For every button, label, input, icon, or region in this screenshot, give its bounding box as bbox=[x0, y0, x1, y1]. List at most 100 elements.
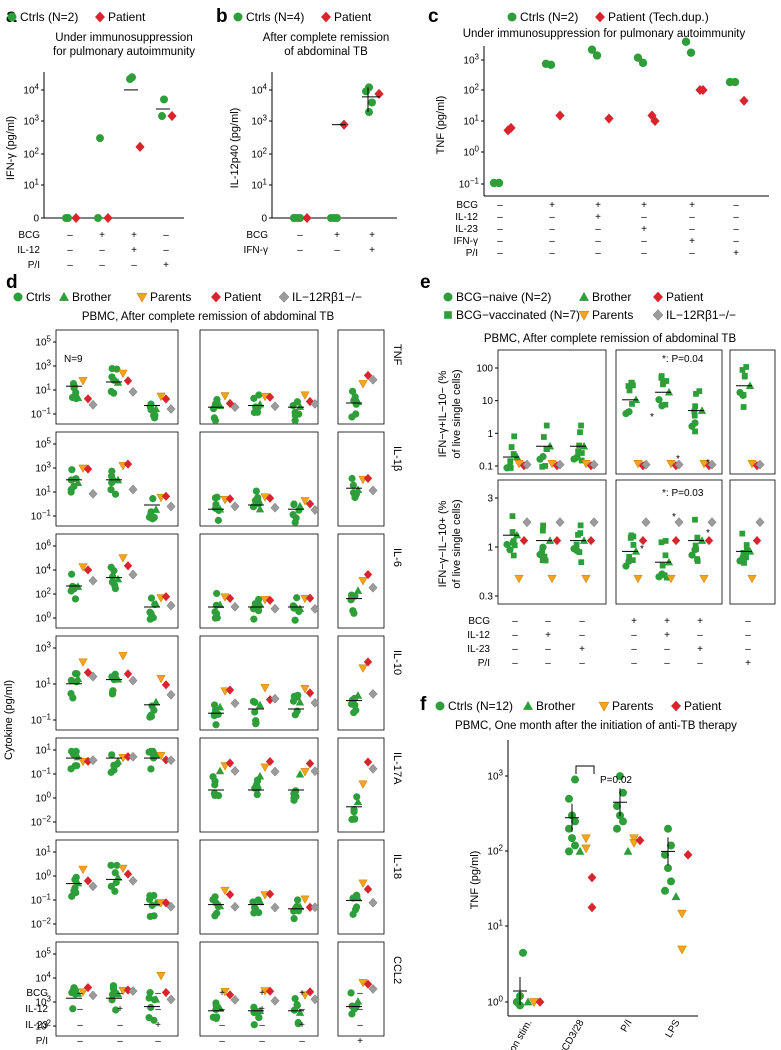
a-cond-name: P/I bbox=[28, 260, 40, 271]
ctrl-point bbox=[69, 1005, 77, 1013]
vaccinated-point bbox=[661, 572, 668, 579]
ctrl-point bbox=[254, 494, 262, 502]
d-cond-value: – bbox=[259, 1036, 265, 1047]
parents-point bbox=[747, 574, 757, 584]
d-cond-value: – bbox=[77, 1020, 83, 1031]
e-cond-name: IL-12 bbox=[467, 630, 490, 641]
c-cond-name: BCG bbox=[456, 200, 478, 211]
ctrl-point bbox=[69, 694, 77, 702]
brother-point bbox=[113, 675, 123, 683]
il12-point bbox=[230, 994, 240, 1005]
parents-point bbox=[300, 895, 310, 904]
brother-point bbox=[151, 697, 161, 706]
d-cond-value: – bbox=[155, 988, 161, 999]
patient-point bbox=[265, 392, 275, 402]
e-cond-value: + bbox=[545, 630, 551, 641]
facet-frame bbox=[615, 349, 723, 475]
y-tick-label: 105 bbox=[35, 335, 51, 349]
y-tick-label: 100 bbox=[35, 869, 51, 883]
d-cond-name: IL-23 bbox=[25, 1020, 48, 1031]
d-cond-value: – bbox=[219, 1004, 225, 1015]
ctrl-point bbox=[110, 766, 118, 774]
legend-e-entry: Brother bbox=[592, 290, 631, 304]
e-cond-value: – bbox=[664, 644, 670, 655]
patient-point bbox=[604, 113, 614, 124]
ctrl-point bbox=[291, 603, 299, 612]
ctrl-point bbox=[109, 572, 117, 581]
significance-annotation-e: *: P=0.03 bbox=[662, 488, 704, 499]
ctrl-point bbox=[661, 886, 669, 895]
legend-e-marker bbox=[653, 291, 663, 303]
brother-point bbox=[631, 547, 641, 555]
brother-point bbox=[745, 381, 755, 389]
parents-point bbox=[666, 574, 676, 584]
y-tick-label: 101 bbox=[35, 845, 51, 859]
parents-point bbox=[633, 460, 643, 469]
e-cond-value: – bbox=[579, 630, 585, 641]
ctrl-point bbox=[351, 815, 359, 823]
ctrl-point bbox=[145, 994, 153, 1002]
vaccinated-point bbox=[740, 392, 747, 398]
legend-d-entry: Brother bbox=[72, 290, 111, 304]
ctrl-point bbox=[108, 751, 116, 759]
parents-point bbox=[220, 392, 230, 401]
ctrl-point bbox=[348, 1002, 356, 1010]
facet-frame bbox=[199, 941, 319, 1037]
ctrl-point bbox=[71, 669, 80, 678]
vaccinated-point bbox=[693, 390, 699, 397]
facet-frame bbox=[615, 479, 723, 605]
brother-point bbox=[151, 750, 161, 759]
c-cond-value: – bbox=[733, 200, 739, 211]
il12-point bbox=[88, 755, 98, 766]
vaccinated-point bbox=[577, 429, 583, 436]
patient-point bbox=[103, 212, 113, 224]
b-cond-name: IFN-γ bbox=[244, 245, 268, 256]
patient-point bbox=[305, 499, 315, 509]
ctrl-point bbox=[107, 882, 115, 890]
patient-point bbox=[225, 685, 235, 695]
e-cond-value: + bbox=[631, 616, 637, 627]
facet-frame bbox=[337, 941, 385, 1037]
subtitle-e: PBMC, After complete remission of abdomi… bbox=[484, 333, 737, 345]
facet-frame bbox=[729, 349, 776, 475]
legend-f-marker bbox=[598, 701, 610, 712]
vaccinated-point bbox=[662, 401, 669, 408]
brother-point bbox=[664, 387, 674, 396]
facet-frame bbox=[337, 533, 385, 629]
legend-e-marker bbox=[444, 311, 452, 319]
patient-point bbox=[671, 536, 681, 546]
patient-point bbox=[265, 695, 275, 705]
c-cond-value: + bbox=[689, 200, 695, 211]
brother-point bbox=[295, 501, 305, 510]
c-cond-value: + bbox=[689, 236, 695, 247]
ctrl-point bbox=[619, 788, 627, 797]
patient-point bbox=[650, 115, 660, 127]
brother-point bbox=[745, 547, 755, 555]
legend-e-marker bbox=[443, 292, 453, 302]
y-tick-label: 103 bbox=[487, 769, 503, 783]
facet-frame bbox=[55, 329, 179, 425]
patient-point bbox=[305, 987, 315, 997]
ctrl-point bbox=[347, 989, 355, 997]
brother-point bbox=[295, 902, 305, 911]
legend-e-entry: Patient bbox=[666, 290, 704, 304]
vaccinated-point bbox=[577, 522, 584, 529]
subtitle-d: PBMC, After complete remission of abdomi… bbox=[82, 311, 335, 323]
parents-point bbox=[78, 658, 88, 667]
patient-point bbox=[265, 595, 275, 605]
vaccinated-point bbox=[693, 546, 699, 553]
ctrl-point bbox=[633, 53, 643, 62]
brother-point bbox=[664, 557, 674, 566]
d-cond-value: + bbox=[117, 1004, 123, 1015]
c-cond-value: + bbox=[595, 212, 601, 223]
legend-a-entry: Patient bbox=[108, 10, 146, 24]
ctrl-point bbox=[249, 605, 258, 613]
d-cond-value: – bbox=[77, 1036, 83, 1047]
parents-point bbox=[300, 991, 310, 1000]
y-tick-label: 10−1 bbox=[31, 767, 52, 781]
patient-point bbox=[363, 569, 373, 580]
il12rb1-point bbox=[755, 517, 765, 528]
c-cond-value: – bbox=[497, 224, 503, 235]
il12-point bbox=[230, 601, 240, 612]
il12-point bbox=[128, 986, 138, 996]
